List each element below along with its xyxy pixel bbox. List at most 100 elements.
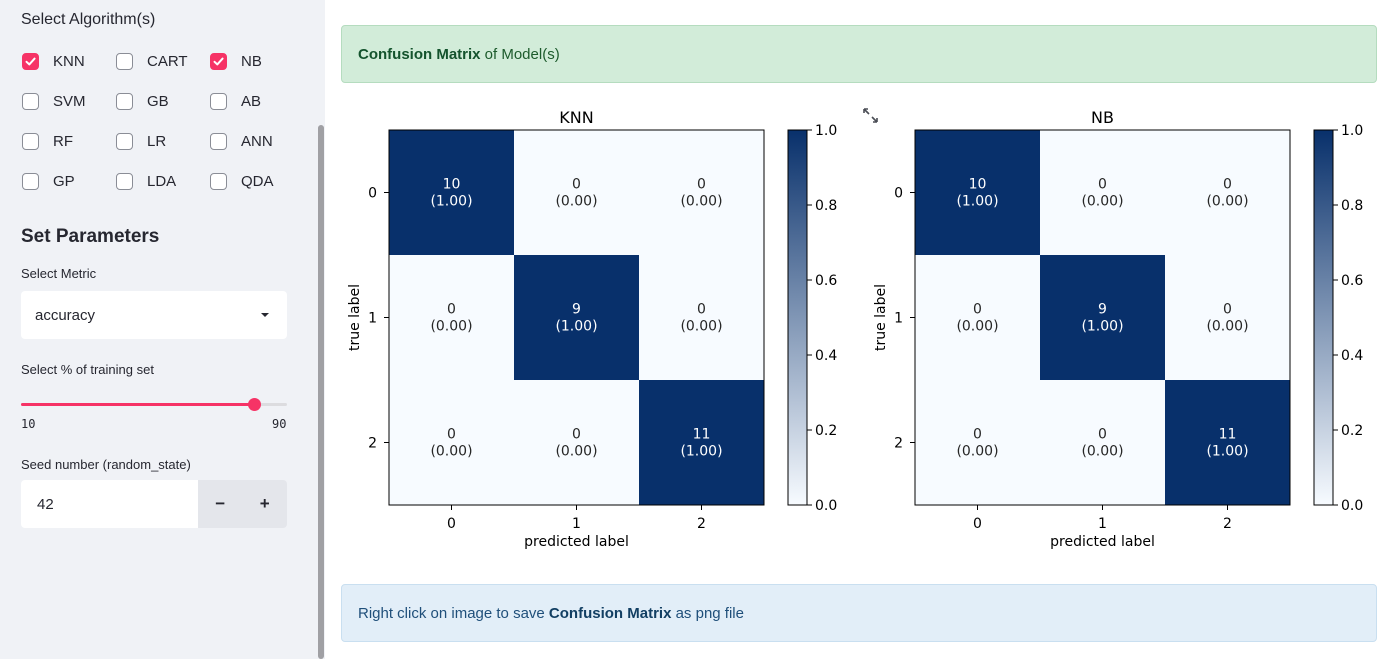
seed-stepper: − + — [198, 480, 287, 528]
metric-select[interactable]: accuracy — [21, 291, 287, 339]
matrix-cell — [1040, 130, 1165, 255]
matrix-cell — [639, 255, 764, 380]
algorithm-label: GB — [147, 92, 169, 110]
x-tick-label: 0 — [447, 516, 456, 532]
info-alert: Right click on image to save Confusion M… — [341, 584, 1377, 642]
algorithm-checkbox-lda[interactable]: LDA — [116, 170, 176, 192]
metric-label: Select Metric — [21, 266, 97, 281]
matrix-cell — [389, 255, 514, 380]
checkbox[interactable] — [116, 52, 133, 70]
colorbar-tick-label: 0.8 — [1341, 198, 1363, 214]
info-alert-strong: Confusion Matrix — [548, 604, 672, 622]
checkbox[interactable] — [22, 52, 39, 70]
matrix-cell — [915, 380, 1040, 505]
x-tick-label: 0 — [973, 516, 982, 532]
matrix-cell — [514, 255, 639, 380]
cell-normalized-label: (0.00) — [680, 319, 722, 335]
checkbox[interactable] — [210, 92, 227, 110]
algorithm-checkbox-cart[interactable]: CART — [116, 50, 188, 72]
cell-normalized-label: (1.00) — [680, 444, 722, 460]
y-axis-label: true label — [873, 284, 889, 351]
cell-normalized-label: (0.00) — [1206, 194, 1248, 210]
cell-normalized-label: (0.00) — [1081, 444, 1123, 460]
matrix-cell — [1165, 255, 1290, 380]
algorithm-checkbox-nb[interactable]: NB — [210, 50, 262, 72]
slider-fill — [21, 403, 254, 406]
cell-count-label: 0 — [973, 427, 982, 443]
colorbar-tick-label: 0.6 — [815, 273, 837, 289]
checkbox[interactable] — [22, 172, 39, 190]
algorithm-checkbox-ab[interactable]: AB — [210, 90, 261, 112]
cell-normalized-label: (0.00) — [956, 444, 998, 460]
checkbox[interactable] — [210, 52, 227, 70]
algorithm-checkbox-knn[interactable]: KNN — [22, 50, 85, 72]
seed-input[interactable]: 42 — [21, 480, 198, 528]
y-tick-label: 0 — [894, 186, 903, 202]
algorithm-checkbox-gp[interactable]: GP — [22, 170, 75, 192]
algorithm-checkbox-qda[interactable]: QDA — [210, 170, 274, 192]
cell-count-label: 0 — [973, 302, 982, 318]
checkbox[interactable] — [22, 92, 39, 110]
checkbox[interactable] — [22, 132, 39, 150]
matrix-cell — [1040, 255, 1165, 380]
checkbox[interactable] — [116, 172, 133, 190]
y-tick-label: 1 — [368, 311, 377, 327]
colorbar-tick-label: 1.0 — [815, 123, 837, 139]
algorithm-checkbox-ann[interactable]: ANN — [210, 130, 273, 152]
matrix-cell — [915, 130, 1040, 255]
increment-button[interactable]: + — [259, 494, 270, 513]
cell-count-label: 11 — [693, 427, 711, 443]
x-tick-label: 2 — [697, 516, 706, 532]
decrement-button[interactable]: − — [215, 494, 226, 513]
checkbox[interactable] — [116, 92, 133, 110]
matrix-cell — [514, 380, 639, 505]
expand-icon[interactable] — [862, 107, 879, 124]
algorithm-label: RF — [53, 132, 73, 150]
algorithm-checkbox-svm[interactable]: SVM — [22, 90, 86, 112]
cell-count-label: 0 — [1098, 427, 1107, 443]
algorithm-checkbox-gb[interactable]: GB — [116, 90, 169, 112]
slider-min-label: 10 — [21, 417, 36, 431]
checkbox[interactable] — [116, 132, 133, 150]
cell-normalized-label: (0.00) — [555, 194, 597, 210]
training-slider[interactable] — [21, 398, 287, 411]
cell-normalized-label: (1.00) — [430, 194, 472, 210]
y-tick-label: 2 — [894, 436, 903, 452]
cell-count-label: 0 — [1098, 177, 1107, 193]
colorbar-tick-label: 0.2 — [1341, 423, 1363, 439]
x-axis-label: predicted label — [1050, 534, 1155, 550]
matrix-cell — [1165, 380, 1290, 505]
slider-max-label: 90 — [272, 417, 287, 431]
colorbar-tick-label: 0.0 — [1341, 498, 1363, 514]
confusion-matrix-figure: 10 (1.00) 0 (0.00) 0 (0.00) 0 (0.00) 9 (1.00) 0 (0.… — [341, 100, 1377, 560]
algorithm-label: LDA — [147, 172, 177, 190]
matrix-cell — [514, 130, 639, 255]
colorbar-tick-label: 0.6 — [1341, 273, 1363, 289]
algorithm-checkbox-rf[interactable]: RF — [22, 130, 73, 152]
colorbar-tick-label: 0.4 — [1341, 348, 1363, 364]
colorbar-tick-label: 1.0 — [1341, 123, 1363, 139]
success-alert-text: of Model(s) — [480, 45, 560, 63]
info-alert-suffix: as png file — [671, 604, 744, 622]
cell-count-label: 0 — [697, 302, 706, 318]
algorithm-label: QDA — [241, 172, 274, 190]
cell-normalized-label: (0.00) — [1206, 319, 1248, 335]
x-tick-label: 1 — [1098, 516, 1107, 532]
colorbar-tick-label: 0.2 — [815, 423, 837, 439]
slider-thumb[interactable] — [248, 398, 261, 411]
cell-count-label: 10 — [969, 177, 987, 193]
matrix-cell — [639, 130, 764, 255]
cell-normalized-label: (0.00) — [430, 444, 472, 460]
cell-normalized-label: (1.00) — [555, 319, 597, 335]
cell-normalized-label: (1.00) — [1206, 444, 1248, 460]
x-tick-label: 2 — [1223, 516, 1232, 532]
algorithm-label: AB — [241, 92, 262, 110]
y-tick-label: 0 — [368, 186, 377, 202]
algorithm-checkbox-lr[interactable]: LR — [116, 130, 166, 152]
chart-title: NB — [1091, 108, 1114, 127]
checkbox[interactable] — [210, 172, 227, 190]
sidebar-scrollbar[interactable] — [318, 125, 324, 659]
chart-title: KNN — [559, 108, 593, 127]
checkbox[interactable] — [210, 132, 227, 150]
cell-count-label: 0 — [1223, 177, 1232, 193]
